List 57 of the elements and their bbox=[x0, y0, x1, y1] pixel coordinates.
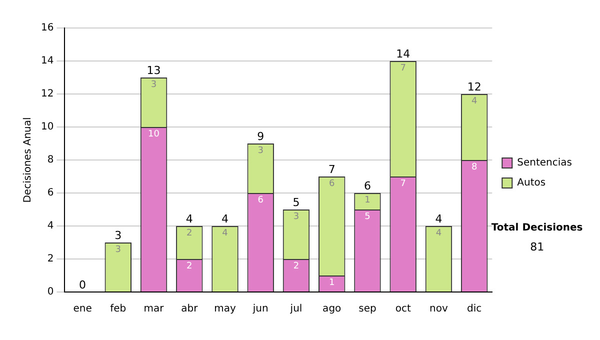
y-tick-label: 6 bbox=[47, 188, 54, 199]
x-tick-label: sep bbox=[358, 304, 376, 315]
data-label: 8 bbox=[471, 162, 478, 172]
x-tick-label: may bbox=[214, 304, 236, 315]
text: 81 bbox=[530, 240, 544, 254]
total-label: 6 bbox=[364, 179, 371, 192]
total-label: 3 bbox=[114, 228, 122, 242]
data-label: 6 bbox=[258, 195, 264, 206]
data-label: 5 bbox=[364, 212, 370, 222]
total-label: 4 bbox=[222, 212, 229, 226]
x-tick-label: oct bbox=[395, 304, 411, 315]
x-tick-label: jun bbox=[252, 304, 268, 315]
x-tick-label: jul bbox=[289, 304, 302, 315]
y-tick-label: 2 bbox=[47, 254, 54, 265]
y-tick-label: 16 bbox=[40, 22, 54, 34]
y-tick-label: 10 bbox=[40, 122, 54, 133]
data-label: 1 bbox=[328, 278, 335, 288]
data-label: 6 bbox=[328, 178, 335, 189]
total-label: 13 bbox=[146, 64, 161, 77]
total-label: 0 bbox=[79, 278, 86, 292]
total-label: 4 bbox=[186, 212, 193, 226]
data-label: 7 bbox=[400, 178, 406, 189]
data-label: 3 bbox=[293, 212, 300, 222]
data-label: 4 bbox=[471, 96, 478, 106]
y-tick-label: 4 bbox=[47, 220, 54, 232]
x-tick-label: ene bbox=[73, 304, 92, 315]
total-label: 14 bbox=[396, 47, 410, 60]
total-label: 5 bbox=[292, 196, 300, 209]
data-label: 1 bbox=[364, 195, 370, 206]
x-tick-label: abr bbox=[181, 304, 199, 315]
y-tick-label: 12 bbox=[40, 88, 54, 100]
data-label: 2 bbox=[186, 228, 192, 238]
y-tick-label: 0 bbox=[47, 286, 54, 298]
data-label: 2 bbox=[186, 261, 192, 272]
data-label: 3 bbox=[115, 244, 122, 255]
annotation: Total Decisiones bbox=[491, 222, 583, 234]
data-label: 4 bbox=[222, 228, 228, 238]
total-label: 9 bbox=[257, 130, 264, 143]
x-tick-label: mar bbox=[144, 304, 165, 315]
data-label: 3 bbox=[258, 146, 264, 156]
y-tick-label: 8 bbox=[47, 154, 54, 166]
total-label: 7 bbox=[328, 162, 336, 176]
legend-label: Autos bbox=[517, 178, 546, 189]
total-label: 12 bbox=[467, 80, 482, 94]
data-label: 3 bbox=[150, 80, 157, 90]
x-tick-label: nov bbox=[430, 304, 448, 315]
x-tick-label: feb bbox=[110, 304, 126, 315]
data-label: 4 bbox=[436, 228, 442, 238]
data-label: 2 bbox=[293, 261, 300, 272]
y-axis-title: Decisiones Anual bbox=[22, 117, 34, 203]
legend-label: Sentencias bbox=[517, 158, 572, 169]
x-tick-label: dic bbox=[467, 304, 482, 315]
total-label: 4 bbox=[435, 212, 442, 226]
data-label: 7 bbox=[400, 63, 406, 74]
data-label: 10 bbox=[148, 129, 160, 140]
x-tick-label: ago bbox=[322, 304, 342, 315]
y-tick-label: 14 bbox=[40, 56, 54, 67]
